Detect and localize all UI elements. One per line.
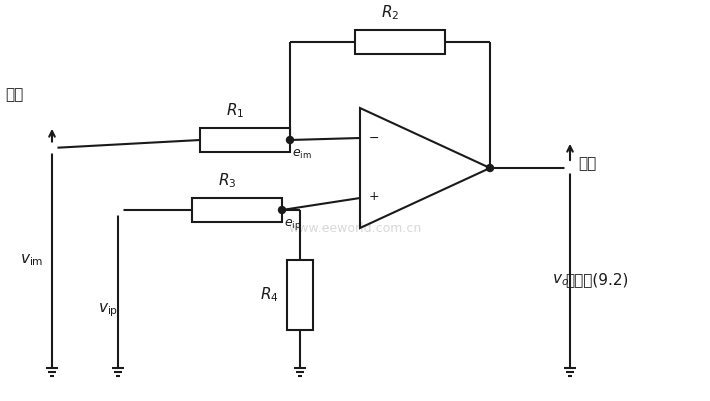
Text: $-$: $-$ [368,130,380,144]
Text: $R_4$: $R_4$ [261,286,279,304]
Text: $R_1$: $R_1$ [226,101,244,120]
Circle shape [486,164,493,172]
Circle shape [48,144,57,152]
Text: 输入: 输入 [5,87,23,103]
Text: $e_\mathrm{ip}$: $e_\mathrm{ip}$ [284,217,301,231]
Text: $R_2$: $R_2$ [381,3,399,22]
Text: $v_o$: $v_o$ [552,272,569,288]
Circle shape [114,205,123,215]
FancyBboxPatch shape [287,260,313,330]
FancyBboxPatch shape [200,128,290,152]
Text: $v_\mathrm{ip}$: $v_\mathrm{ip}$ [98,301,119,319]
Text: $R_3$: $R_3$ [218,171,236,190]
Text: www.eeworld.com.cn: www.eeworld.com.cn [288,221,422,235]
Text: 输出: 输出 [578,156,596,172]
FancyBboxPatch shape [192,198,282,222]
Text: 参照式(9.2): 参照式(9.2) [565,273,628,288]
Circle shape [565,164,574,172]
Circle shape [287,136,293,144]
Circle shape [278,207,285,213]
Text: $+$: $+$ [368,190,380,203]
Text: $v_\mathrm{im}$: $v_\mathrm{im}$ [20,252,43,268]
Text: $e_\mathrm{im}$: $e_\mathrm{im}$ [292,148,312,160]
FancyBboxPatch shape [355,30,445,54]
